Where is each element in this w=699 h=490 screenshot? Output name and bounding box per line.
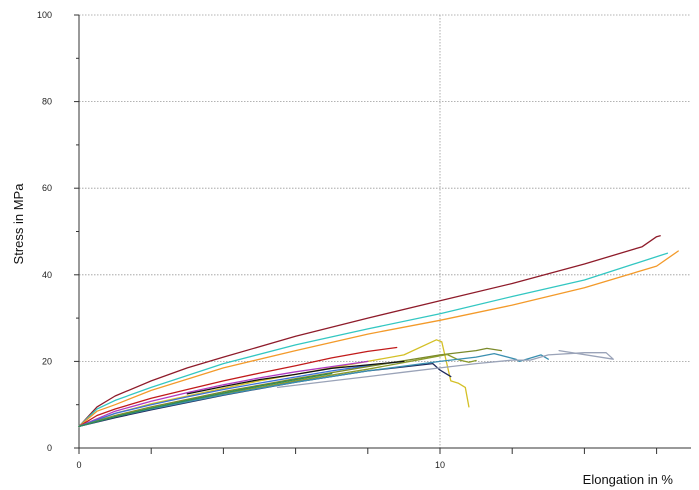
series-line-11 — [78, 352, 549, 428]
series-line-3 — [78, 250, 679, 428]
series-line-14 — [78, 372, 333, 428]
series-line-7 — [78, 360, 405, 428]
data-series — [78, 235, 679, 428]
y-tick-label: 80 — [42, 97, 52, 107]
y-axis-title: Stress in MPa — [11, 183, 26, 265]
axes — [78, 15, 691, 449]
y-tick-label: 0 — [47, 443, 52, 453]
series-line-6 — [78, 360, 369, 428]
series-line-12 — [276, 349, 614, 389]
y-tick-label: 40 — [42, 270, 52, 280]
tick-labels: 0 20 40 60 80 100 0 10 — [37, 10, 445, 470]
series-line-4 — [78, 346, 398, 428]
x-axis-title: Elongation in % — [583, 472, 674, 487]
y-tick-label: 20 — [42, 356, 52, 366]
series-line-1 — [78, 235, 661, 428]
y-tick-label: 100 — [37, 10, 52, 20]
axis-ticks — [74, 14, 658, 454]
series-line-13 — [186, 360, 405, 395]
y-tick-label: 60 — [42, 183, 52, 193]
grid-lines — [79, 14, 691, 448]
series-line-2 — [78, 252, 669, 428]
series-line-8 — [78, 347, 503, 428]
x-tick-label: 10 — [435, 460, 445, 470]
x-tick-label: 0 — [76, 460, 81, 470]
